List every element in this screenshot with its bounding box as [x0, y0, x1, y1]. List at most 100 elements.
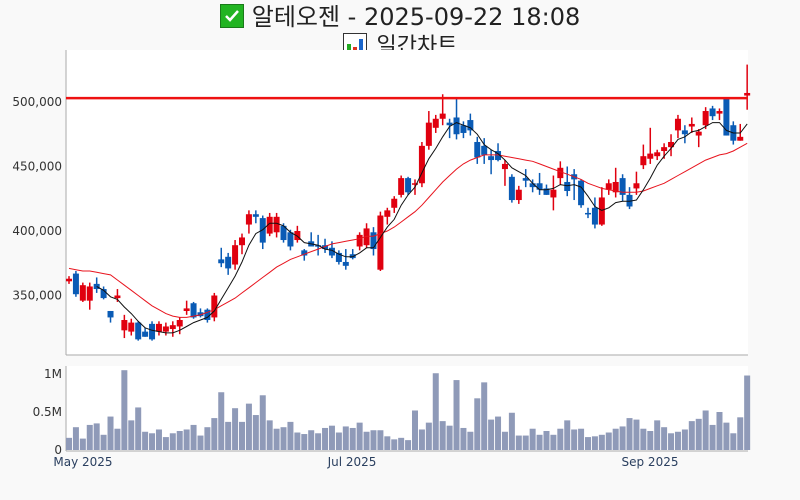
candle	[211, 292, 218, 322]
volume-bar	[86, 424, 93, 450]
volume-bar	[723, 422, 730, 450]
volume-bar	[391, 439, 398, 450]
volume-tick-label: 0.5M	[33, 405, 62, 419]
candle	[245, 210, 252, 234]
volume-bar	[412, 410, 418, 450]
volume-bar	[93, 423, 100, 450]
volume-bar	[425, 422, 432, 450]
candle	[612, 167, 619, 198]
volume-bar	[301, 434, 308, 450]
candle	[598, 187, 605, 226]
volume-bar	[543, 431, 550, 450]
volume-bar	[149, 433, 156, 450]
volume-bar	[702, 410, 709, 450]
candle	[232, 240, 239, 270]
candle	[287, 229, 294, 251]
candle	[619, 174, 626, 202]
candle	[93, 277, 100, 293]
candle	[169, 321, 176, 337]
volume-bar	[252, 415, 259, 450]
candle	[418, 141, 425, 188]
candle	[681, 125, 688, 144]
volume-bar	[280, 427, 287, 450]
volume-bar	[585, 437, 591, 450]
candle	[86, 282, 93, 310]
volume-bar	[668, 433, 675, 450]
candle	[266, 212, 273, 237]
candle	[301, 249, 308, 261]
volume-bar	[695, 418, 702, 450]
volume-bar	[363, 431, 370, 450]
volume-bar	[232, 408, 239, 450]
candle	[294, 225, 301, 243]
price-tick-label: 400,000	[12, 224, 62, 238]
candle	[481, 138, 488, 164]
candle	[176, 317, 183, 335]
candle	[398, 175, 405, 198]
volume-bar	[273, 428, 280, 450]
candle	[529, 179, 536, 193]
volume-bar	[225, 421, 232, 450]
candle	[370, 227, 377, 256]
volume-bar	[654, 420, 661, 450]
volume-bar	[647, 431, 654, 450]
volume-bar	[197, 435, 204, 450]
volume-bar	[218, 392, 225, 450]
candle	[66, 276, 72, 284]
volume-bar	[550, 434, 557, 450]
candle	[335, 250, 342, 265]
ma-short-line	[96, 122, 748, 334]
candle	[453, 98, 460, 140]
volume-bars	[66, 370, 751, 450]
volume-bar	[661, 427, 668, 450]
volume-bar	[460, 427, 467, 450]
volume-bar	[536, 434, 543, 450]
candle	[259, 215, 266, 250]
date-tick-label: Jul 2025	[327, 455, 377, 469]
candle	[536, 172, 543, 195]
volume-bar	[183, 429, 190, 450]
candle	[488, 149, 495, 175]
volume-bar	[176, 431, 183, 450]
volume-bar	[162, 437, 169, 450]
candlesticks	[66, 64, 751, 341]
volume-bar	[349, 427, 356, 450]
volume-bar	[474, 398, 481, 450]
volume-tick-label: 0	[54, 443, 62, 457]
volume-tick-labels: 0 0.5M 1M	[33, 367, 62, 457]
candle	[142, 327, 149, 337]
volume-bar	[266, 420, 273, 450]
candle	[349, 249, 356, 260]
volume-bar	[107, 416, 114, 450]
volume-bar	[328, 425, 335, 450]
candle	[135, 321, 142, 341]
check-mark-icon	[219, 4, 244, 28]
volume-bar	[730, 433, 737, 450]
candle	[121, 314, 128, 339]
candle	[107, 310, 114, 323]
candle	[515, 185, 522, 204]
candle	[432, 114, 439, 133]
candle	[239, 233, 245, 255]
candle	[709, 105, 716, 121]
volume-bar	[405, 440, 412, 450]
volume-bar	[591, 436, 598, 450]
volume-bar	[259, 395, 266, 450]
candle	[356, 232, 363, 251]
volume-bar	[135, 407, 142, 450]
volume-bar	[605, 432, 612, 450]
volume-bar	[72, 427, 79, 450]
volume-bar	[308, 430, 315, 450]
volume-tick-label: 1M	[44, 367, 62, 381]
volume-bar	[239, 421, 245, 450]
volume-bar	[619, 426, 626, 450]
volume-bar	[439, 421, 446, 450]
volume-bar	[626, 418, 633, 450]
volume-bar	[315, 433, 322, 450]
volume-bar	[571, 429, 578, 450]
volume-bar	[142, 431, 149, 450]
volume-bar	[557, 428, 564, 450]
volume-bar	[488, 419, 495, 450]
candle	[377, 211, 384, 271]
